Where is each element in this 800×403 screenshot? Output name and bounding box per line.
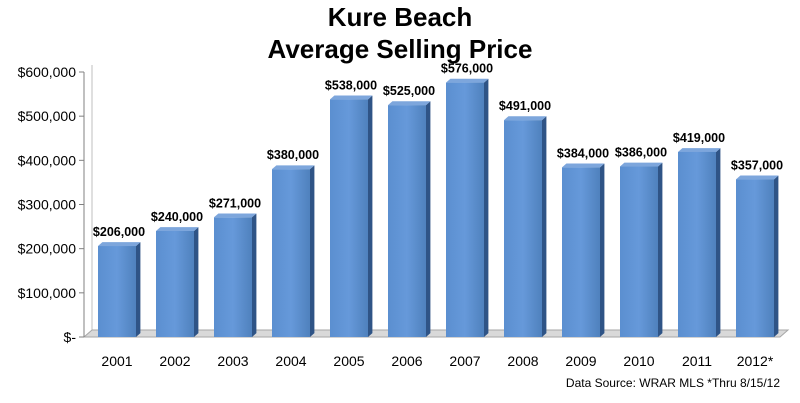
bar: [330, 99, 368, 337]
bar-side: [136, 242, 141, 337]
data-label: $240,000: [151, 210, 203, 224]
x-tick-label: 2012*: [737, 353, 774, 369]
bar-top: [678, 148, 721, 152]
bar-side: [310, 165, 315, 337]
bar: [446, 82, 484, 337]
x-tick-label: 2006: [391, 353, 422, 369]
y-tick-label: $200,000: [18, 241, 77, 257]
bar-side: [368, 95, 373, 338]
bar-top: [446, 78, 489, 83]
chart-bars: [98, 78, 779, 338]
bar-top: [562, 163, 605, 168]
data-label: $491,000: [499, 99, 551, 113]
data-label: $386,000: [615, 146, 667, 160]
x-tick-label: 2011: [682, 353, 712, 369]
x-tick-label: 2007: [449, 353, 480, 369]
data-label: $271,000: [209, 196, 261, 210]
bar: [214, 217, 252, 337]
data-source-note: Data Source: WRAR MLS *Thru 8/15/12: [565, 376, 780, 390]
bar: [620, 166, 658, 337]
y-tick-label: $400,000: [18, 152, 77, 168]
bar-top: [504, 116, 547, 121]
y-tick-label: $600,000: [18, 64, 77, 80]
y-tick-label: $500,000: [18, 108, 77, 124]
bar-side: [484, 78, 489, 337]
bar-side: [658, 162, 663, 337]
bar-top: [214, 213, 257, 218]
bar-top: [98, 242, 141, 247]
bar-side: [716, 148, 721, 337]
data-label: $206,000: [93, 225, 145, 239]
bar-top: [156, 227, 199, 231]
bar-side: [194, 227, 199, 337]
bar: [736, 179, 774, 337]
bar: [388, 105, 426, 337]
bar: [272, 169, 310, 337]
chart-subtitle: Average Selling Price: [267, 34, 533, 64]
bar-side: [252, 213, 257, 337]
bar: [98, 246, 136, 337]
y-tick-label: $300,000: [18, 197, 77, 213]
y-tick-label: $100,000: [18, 285, 77, 301]
chart-labels: $206,000 2001 $240,000 2002 $271,000 2003 $380…: [93, 62, 783, 369]
bar: [504, 120, 542, 338]
data-label: $357,000: [731, 158, 783, 172]
x-tick-label: 2010: [623, 353, 654, 369]
data-label: $525,000: [383, 84, 435, 98]
bar-side: [774, 175, 779, 337]
y-tick-label: $-: [64, 329, 77, 345]
x-tick-label: 2009: [565, 353, 596, 369]
x-tick-label: 2003: [217, 353, 248, 369]
bar-side: [542, 116, 547, 338]
x-tick-label: 2008: [507, 353, 538, 369]
data-label: $384,000: [557, 146, 609, 160]
x-tick-label: 2004: [275, 353, 306, 369]
chart-axes: $- $100,000 $200,000 $300,000 $400,000 $500,0…: [18, 64, 790, 345]
x-tick-label: 2001: [101, 353, 132, 369]
data-label: $538,000: [325, 78, 377, 92]
bar-side: [426, 101, 431, 338]
data-label: $576,000: [441, 62, 493, 76]
chart-floor: [82, 329, 790, 338]
bar-side: [600, 163, 605, 337]
bar-top: [736, 175, 779, 180]
bar: [562, 167, 600, 337]
x-tick-label: 2002: [159, 353, 190, 369]
bar-top: [272, 165, 315, 170]
bar: [156, 231, 194, 337]
data-label: $380,000: [267, 148, 319, 162]
bar: [678, 151, 716, 337]
data-label: $419,000: [673, 131, 725, 145]
bar-top: [330, 95, 373, 100]
x-tick-label: 2005: [333, 353, 364, 369]
bar-top: [620, 162, 663, 167]
bar-top: [388, 101, 431, 106]
chart-title: Kure Beach: [327, 2, 473, 32]
